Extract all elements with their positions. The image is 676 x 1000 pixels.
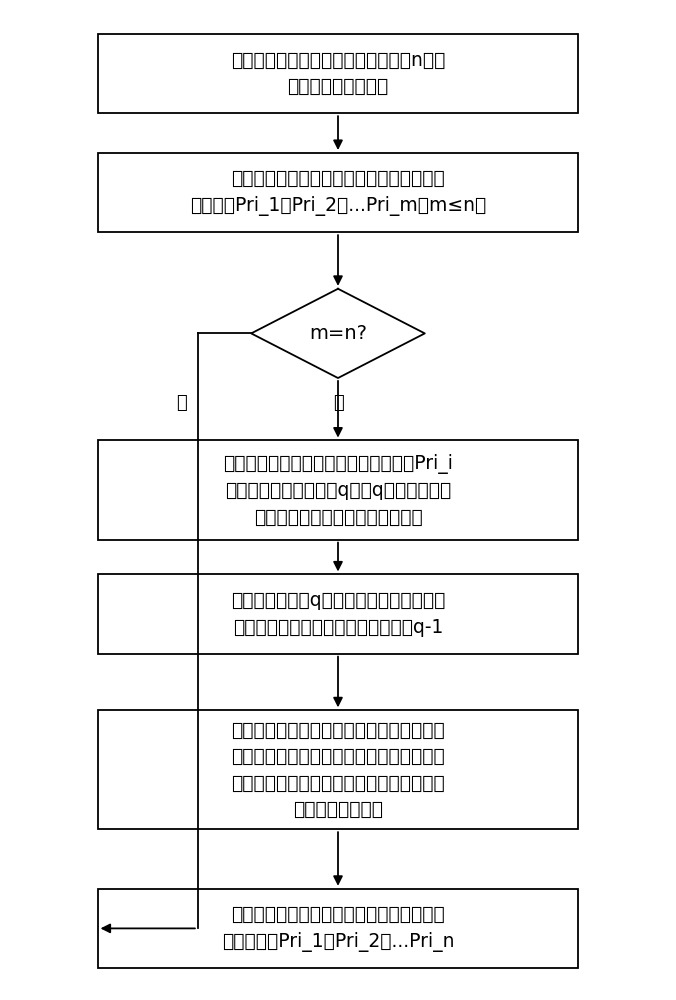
Text: 虚拟通道的优先权按权级参数从高到低顺序
依次为：Pri_1，Pri_2，...Pri_m（m≤n）: 虚拟通道的优先权按权级参数从高到低顺序 依次为：Pri_1，Pri_2，...P…	[190, 169, 486, 216]
Bar	[97, 153, 579, 232]
Text: m=n?: m=n?	[309, 324, 367, 343]
Text: 是: 是	[176, 394, 187, 412]
Bar	[97, 889, 579, 968]
Text: 广播通道解析模块获取虚拟通道数量n和各
个虚拟通道的优先权: 广播通道解析模块获取虚拟通道数量n和各 个虚拟通道的优先权	[231, 51, 445, 96]
Text: 将优先权低于这q个虚拟通道之后的其余虚
拟通道的权级参数对应的权级值增加q-1: 将优先权低于这q个虚拟通道之后的其余虚 拟通道的权级参数对应的权级值增加q-1	[231, 591, 445, 637]
Bar	[97, 574, 579, 654]
Text: 否: 否	[333, 394, 343, 412]
Bar	[97, 710, 579, 829]
Text: 记录相同优先权的虚拟通道的权级参数Pri_i
及虚拟通道的重复数量q，将q个虚拟通道的
权级参数随机分出优先权高低顺序: 记录相同优先权的虚拟通道的权级参数Pri_i 及虚拟通道的重复数量q，将q个虚拟…	[223, 454, 453, 527]
Text: 重复该操作分别对所有相同优先权的虚拟通
道的权级参数进行随机排序，并更新低于当
前虚拟通道的优先权的其余虚拟通道的权级
参数对应的权级值: 重复该操作分别对所有相同优先权的虚拟通 道的权级参数进行随机排序，并更新低于当 …	[231, 720, 445, 819]
Text: 所有虚拟通道的优先权按权级参数从高到低
顺序依次为Pri_1，Pri_2，...Pri_n: 所有虚拟通道的优先权按权级参数从高到低 顺序依次为Pri_1，Pri_2，...…	[222, 905, 454, 952]
Bar	[97, 440, 579, 540]
Bar	[97, 34, 579, 113]
